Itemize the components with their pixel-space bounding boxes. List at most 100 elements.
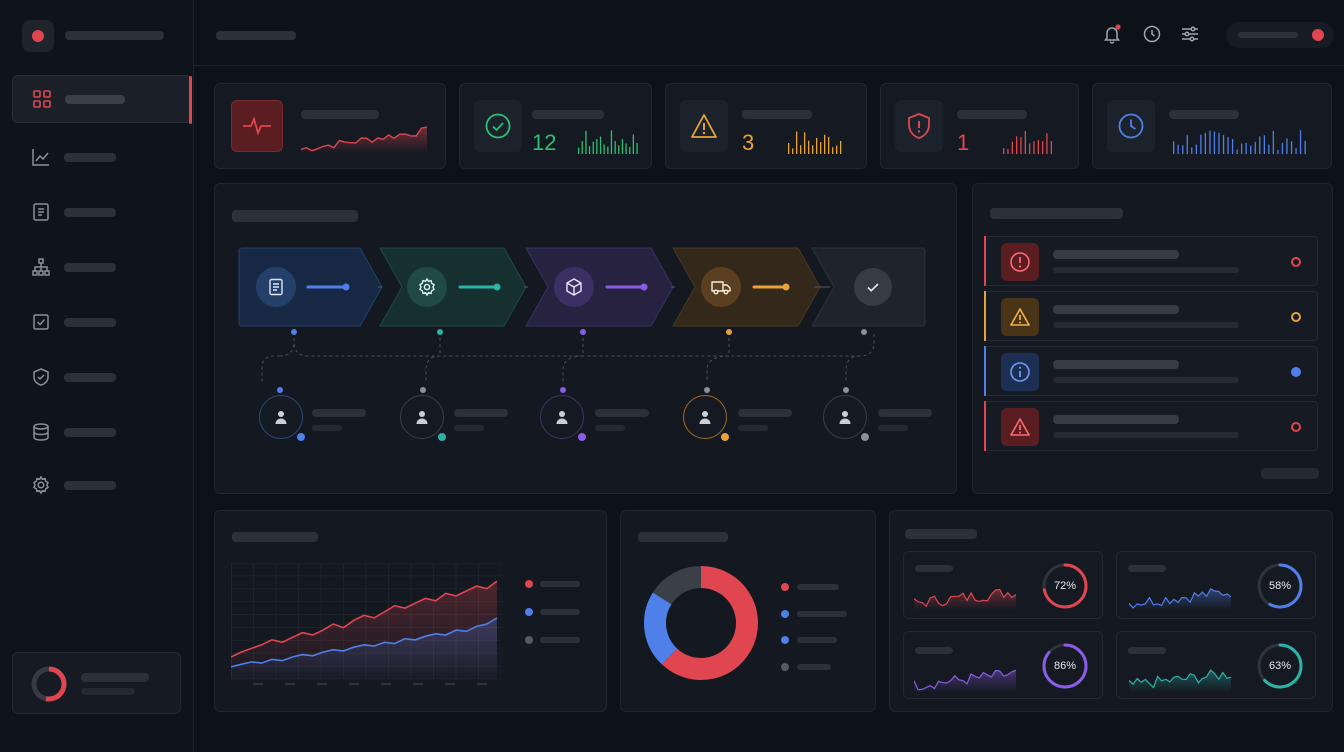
legend-label-placeholder [797,584,839,590]
assignee-4-avatar[interactable] [683,395,729,441]
sparkline-bar [625,143,627,154]
clock-icon[interactable] [1142,24,1162,44]
sparkline-bar [596,139,598,154]
assignee-role-placeholder [595,425,625,431]
profile-card[interactable] [12,652,181,714]
sparkline-bar [585,130,587,154]
profile-role-placeholder [81,688,135,695]
kpi-bar-sparkline [578,130,638,154]
user-menu[interactable] [1226,22,1334,48]
info-circle-icon [1001,353,1039,391]
assignee-5-avatar[interactable] [823,395,869,441]
sidebar-item-dashboard[interactable] [12,75,192,124]
series-line [231,580,498,658]
gear-icon [419,277,435,297]
sparkline-bar [1033,141,1035,154]
sidebar-item-label [64,480,116,490]
view-all-button[interactable] [1261,468,1319,479]
stage-node-package[interactable] [554,267,594,307]
x-tick [253,683,263,685]
sparkline-bar [1191,147,1193,154]
sidebar-item-security[interactable] [12,353,192,401]
gauge-value: 86% [1053,660,1077,672]
stage-node-complete[interactable] [854,268,892,306]
gauge-value: 63% [1268,660,1292,672]
sparkline-bar [1290,141,1293,154]
donut-chart [644,566,758,680]
stage-node-process[interactable] [407,267,447,307]
brand-logo[interactable] [22,20,54,52]
trend-chart-panel [214,510,607,712]
check-icon [867,283,879,292]
workflow-title-placeholder [232,210,358,222]
gauge-card-1[interactable]: 72% [903,551,1103,619]
sparkline-bar [1213,131,1216,154]
sliders-icon[interactable] [1180,24,1200,44]
x-tick [381,683,391,685]
sparkline-bar [808,140,810,154]
heartbeat-icon [231,100,283,152]
legend-label-placeholder [540,581,580,587]
sparkline-bar [836,145,838,154]
box-icon [566,278,582,296]
sidebar-item-analytics[interactable] [12,133,192,181]
assignee-name-placeholder [738,409,792,417]
alert-row-info[interactable] [984,346,1318,396]
alert-desc-placeholder [1053,267,1239,273]
assignee-status-dot [438,433,446,441]
legend-label-placeholder [540,637,580,643]
gauges-title-placeholder [905,529,977,539]
kpi-card-uptime[interactable] [1092,83,1332,169]
sparkline-bar [1250,145,1252,154]
sparkline-bar [1046,133,1048,154]
sidebar-item-settings[interactable] [12,461,192,509]
donut-slice [652,566,702,605]
gauge-sparkline [914,588,1016,610]
warning-triangle-icon [1001,408,1039,446]
page-title-placeholder [216,31,296,40]
sparkline-bar [603,144,605,154]
alert-status-dot [1291,367,1301,377]
sparkline-bar [581,141,583,154]
sidebar-item-hierarchy[interactable] [12,243,192,291]
legend-label-placeholder [540,609,580,615]
sidebar-item-database[interactable] [12,408,192,456]
sparkline-bar [796,131,798,154]
alert-row-critical[interactable] [984,236,1318,286]
gauge-card-4[interactable]: 63% [1116,631,1316,699]
kpi-card-warnings[interactable]: 3 [665,83,867,169]
alert-row-error[interactable] [984,401,1318,451]
sidebar-item-reports[interactable] [12,188,192,236]
sparkline-line [914,669,1016,691]
sparkline-area [914,670,1016,692]
user-status-dot [1312,29,1324,41]
sparkline-bar [824,134,826,154]
kpi-card-completed[interactable]: 12 [459,83,652,169]
line-chart-icon [32,149,49,166]
gauge-label-placeholder [1128,647,1166,654]
stage-node-document[interactable] [256,267,296,307]
donut-chart-panel [620,510,876,712]
sidebar-item-tasks[interactable] [12,298,192,346]
x-tick [413,683,423,685]
gauge-card-2[interactable]: 58% [1116,551,1316,619]
legend-dot-gray [781,663,789,671]
gauge-card-3[interactable]: 86% [903,631,1103,699]
assignee-2-avatar[interactable] [400,395,446,441]
sparkline-bar [792,148,794,154]
sidebar-item-label [65,94,125,104]
assignee-3-avatar[interactable] [540,395,586,441]
kpi-card-threats[interactable]: 1 [880,83,1079,169]
sparkline-bar [599,136,602,154]
kpi-sparkline [301,126,427,154]
alert-row-warning[interactable] [984,291,1318,341]
user-icon [416,411,428,424]
legend-label-placeholder [797,611,847,617]
stage-node-delivery[interactable] [701,267,741,307]
bell-icon[interactable] [1102,24,1122,44]
assignee-status-dot [861,433,869,441]
kpi-card-health[interactable] [214,83,446,169]
sparkline-bar [1037,140,1039,154]
sparkline-bar [800,145,802,154]
assignee-1-avatar[interactable] [259,395,305,441]
